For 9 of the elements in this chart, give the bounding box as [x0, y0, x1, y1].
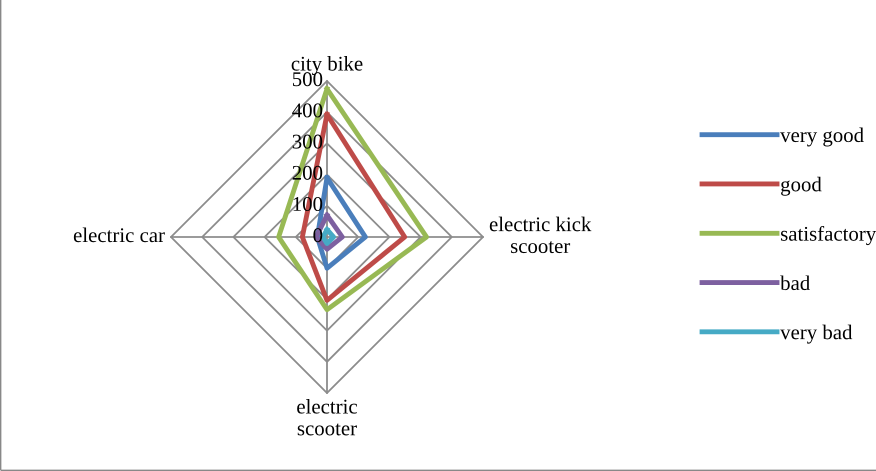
legend-label: satisfactory [781, 226, 876, 246]
legend-label: bad [780, 275, 810, 290]
spoke-label: electric scooter [297, 399, 358, 436]
spoke-label: electric car [74, 228, 165, 242]
legend-label: very bad [780, 324, 852, 344]
spoke-label: electric kick scooter [490, 216, 592, 254]
y-tick-label: 0 [313, 228, 322, 242]
legend-label: good [781, 176, 822, 196]
legend-label: very good [780, 128, 864, 146]
